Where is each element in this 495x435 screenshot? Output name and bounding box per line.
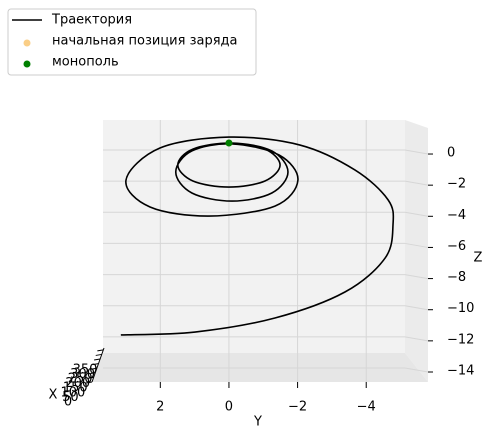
x-tick-label: 100	[60, 385, 85, 400]
legend-label: монополь	[52, 55, 119, 70]
x-tick	[94, 358, 101, 361]
legend-marker	[23, 60, 31, 68]
x-tick	[89, 372, 96, 375]
x-axis-label: X	[49, 388, 58, 403]
grid-line	[404, 149, 429, 155]
legend: Траектория начальная позиция заряда монопо…	[12, 13, 237, 70]
x-tick-label: 350	[73, 362, 98, 377]
x-tick	[97, 349, 104, 352]
y-axis-label: Y	[253, 415, 262, 430]
grid-line	[404, 367, 429, 373]
z-tick-label: −6	[447, 239, 466, 254]
grid-line	[404, 242, 429, 248]
marks	[120, 136, 395, 336]
legend-marker	[23, 39, 31, 47]
grid-line	[404, 274, 429, 280]
grid-line	[404, 180, 429, 186]
legend-label: начальная позиция заряда	[52, 34, 237, 49]
z-tick-label: −4	[447, 208, 466, 223]
z-tick-label: −14	[447, 363, 474, 378]
x-tick	[87, 376, 94, 379]
z-tick-label: −12	[447, 332, 474, 347]
x-tick-label: 200	[65, 376, 90, 391]
legend-box	[7, 8, 257, 76]
z-tick-label: −10	[447, 301, 474, 316]
trajectory-line	[120, 136, 395, 336]
y-tick-label: −2	[288, 400, 307, 415]
x-tick	[95, 353, 102, 356]
x-tick-label: 0	[64, 395, 72, 410]
x-tick-label: 50	[62, 390, 79, 405]
y-tick-label: 0	[225, 400, 233, 415]
z-axis-label: Z	[474, 251, 483, 266]
side-pane	[405, 120, 428, 382]
y-tick-label: −4	[357, 400, 376, 415]
x-tick-label: 150	[63, 381, 88, 396]
grid-line	[404, 305, 429, 311]
y-tick-label: 2	[156, 400, 164, 415]
x-axis-line	[91, 347, 105, 383]
z-tick-label: 0	[447, 146, 455, 161]
grid-line	[404, 336, 429, 342]
back-pane	[103, 120, 405, 353]
x-tick	[85, 381, 93, 384]
x-tick	[90, 367, 97, 370]
legend-label: Траектория	[51, 13, 132, 28]
x-tick	[92, 363, 99, 366]
z-tick-label: −2	[447, 177, 466, 192]
scatter-point	[225, 139, 233, 147]
x-tick-label: 250	[68, 372, 93, 387]
x-tick-label: 300	[70, 367, 95, 382]
grid-line	[404, 211, 429, 217]
z-tick-label: −8	[447, 270, 466, 285]
